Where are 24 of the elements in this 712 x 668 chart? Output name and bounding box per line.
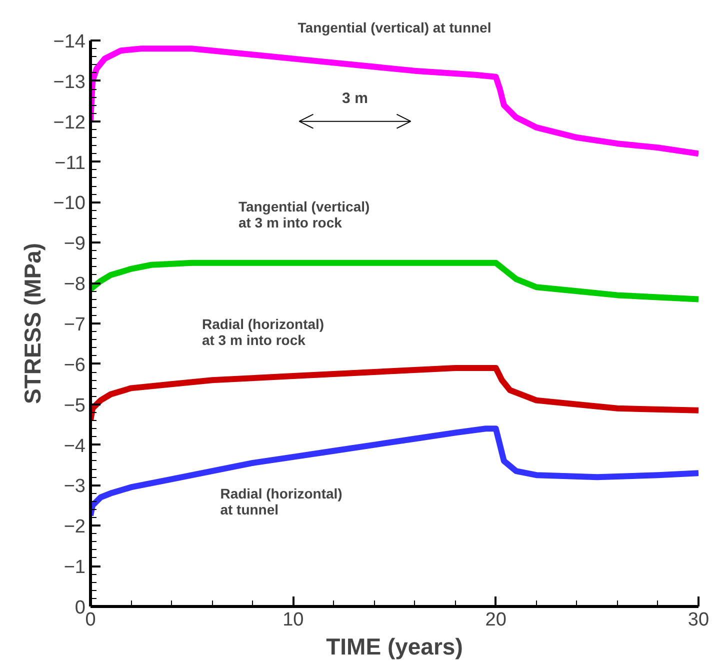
y-tick-label: −3 [64,476,86,498]
y-tick-label: −11 [54,152,86,174]
series-label: Radial (horizontal) at tunnel [220,486,342,518]
y-tick-label: −10 [53,193,86,214]
y-tick-label: −13 [53,72,86,93]
y-tick-label: −14 [53,32,86,52]
y-tick-label: −5 [64,395,86,416]
y-tick-label: −7 [64,314,86,336]
y-tick-label: −6 [64,354,86,376]
y-tick-label: −8 [64,274,86,296]
x-tick-label: 30 [688,610,710,630]
y-tick-label: −12 [53,112,86,134]
x-tick-label: 20 [485,610,506,630]
y-tick-label: −2 [64,516,86,538]
x-tick-label: 10 [282,610,304,630]
text: Tangential (vertical) at 3 m into rock [238,198,370,231]
y-tick-label: −9 [64,234,86,255]
y-axis-title: STRESS (MPa) [19,242,46,404]
series-label: Tangential (vertical) at tunnel [298,20,492,36]
x-axis-title: TIME (years) [326,634,463,660]
y-tick-label: −4 [64,436,86,457]
series-label: Radial (horizontal) at 3 m into rock [202,316,324,348]
y-tick-label: −1 [64,557,86,578]
annotation: 3 m [342,90,368,108]
